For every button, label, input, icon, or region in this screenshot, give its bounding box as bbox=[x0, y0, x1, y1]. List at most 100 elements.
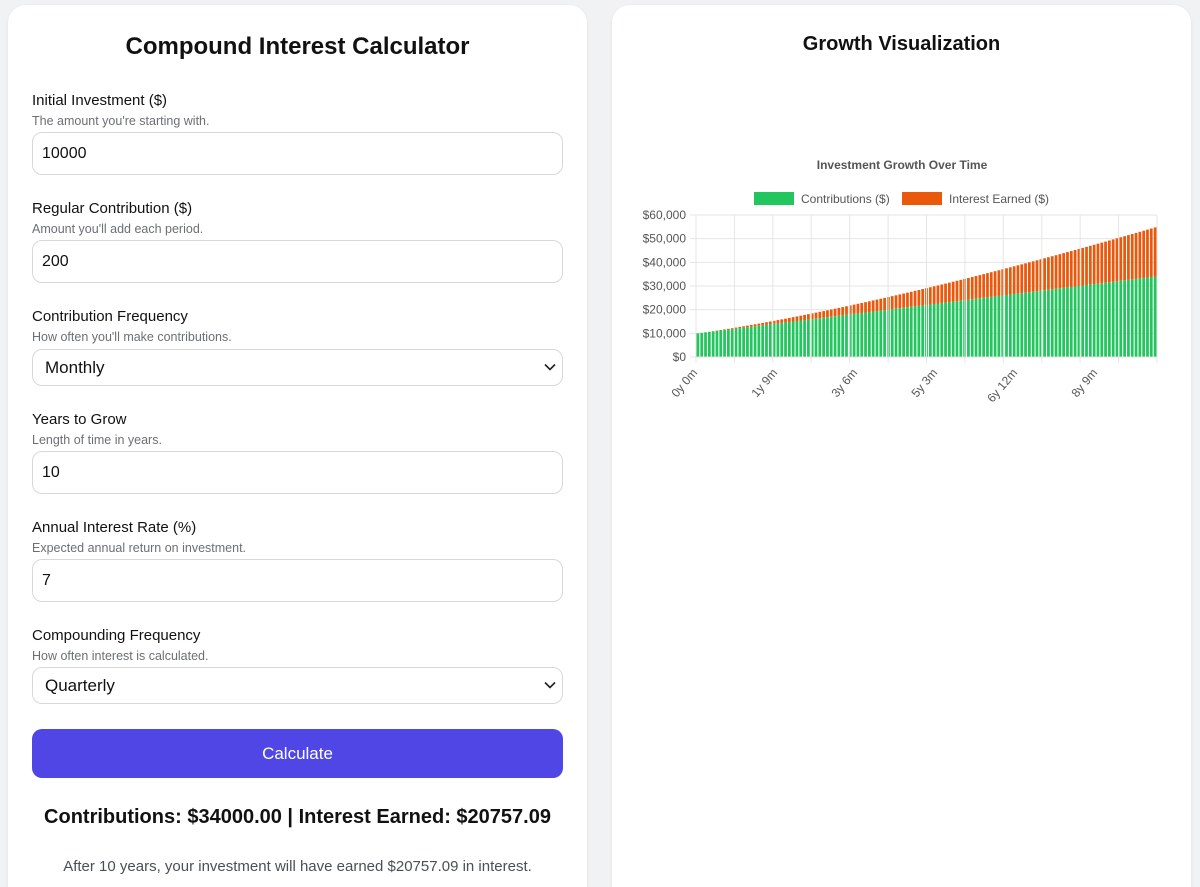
bar-contributions bbox=[940, 303, 944, 357]
bar-interest bbox=[753, 324, 757, 327]
bar-interest bbox=[1047, 257, 1050, 290]
x-tick-label: 8y 9m bbox=[1069, 366, 1101, 400]
regular-contribution-input[interactable]: 200 bbox=[32, 240, 563, 283]
bar-interest bbox=[837, 307, 841, 316]
bar-interest bbox=[814, 312, 818, 319]
bar-contributions bbox=[1005, 294, 1008, 357]
bar-interest bbox=[989, 272, 993, 297]
bar-interest bbox=[852, 304, 856, 314]
bar-interest bbox=[734, 327, 738, 329]
bar-contributions bbox=[875, 311, 879, 357]
bar-interest bbox=[822, 311, 826, 318]
bar-contributions bbox=[1016, 293, 1020, 357]
bar-contributions bbox=[1077, 286, 1081, 357]
bar-interest bbox=[1066, 252, 1069, 288]
bar-interest bbox=[909, 291, 913, 307]
compounding-frequency-group: Compounding Frequency How often interest… bbox=[32, 627, 563, 704]
bar-interest bbox=[1085, 246, 1088, 286]
y-tick-label: $60,000 bbox=[643, 208, 687, 222]
bar-contributions bbox=[1027, 292, 1031, 357]
bar-contributions bbox=[1081, 285, 1085, 357]
initial-investment-label: Initial Investment ($) bbox=[32, 92, 168, 109]
bar-interest bbox=[1020, 264, 1024, 294]
initial-investment-input[interactable]: 10000 bbox=[32, 132, 563, 175]
bar-contributions bbox=[978, 298, 982, 357]
bar-contributions bbox=[955, 301, 959, 357]
bar-interest bbox=[1153, 227, 1157, 277]
bar-interest bbox=[928, 287, 932, 305]
bar-contributions bbox=[810, 319, 814, 357]
regular-contribution-label: Regular Contribution ($) bbox=[32, 200, 193, 217]
y-tick-label: $30,000 bbox=[643, 279, 687, 293]
bar-interest bbox=[1130, 234, 1134, 280]
bar-interest bbox=[898, 294, 902, 309]
bar-contributions bbox=[879, 310, 883, 357]
bar-contributions bbox=[867, 312, 871, 357]
initial-investment-help: The amount you're starting with. bbox=[32, 114, 210, 128]
bar-interest bbox=[807, 314, 810, 320]
interest-rate-help: Expected annual return on investment. bbox=[32, 541, 247, 555]
bar-interest bbox=[841, 307, 845, 316]
bar-interest bbox=[1035, 260, 1039, 292]
bar-contributions bbox=[1146, 277, 1149, 357]
bar-contributions bbox=[795, 321, 799, 357]
interest-rate-input[interactable]: 7 bbox=[32, 559, 563, 602]
bar-interest bbox=[730, 328, 734, 330]
bar-interest bbox=[993, 271, 997, 297]
years-input[interactable]: 10 bbox=[32, 451, 563, 494]
bar-contributions bbox=[719, 330, 723, 357]
bar-contributions bbox=[852, 313, 856, 357]
bar-interest bbox=[803, 314, 806, 321]
compounding-frequency-select[interactable]: Quarterly bbox=[32, 667, 563, 704]
compounding-frequency-label: Compounding Frequency bbox=[32, 627, 201, 644]
bar-interest bbox=[776, 320, 780, 324]
bar-contributions bbox=[1111, 281, 1115, 357]
bar-interest bbox=[921, 289, 925, 306]
bar-contributions bbox=[700, 332, 704, 357]
results-detail: After 10 years, your investment will hav… bbox=[63, 858, 532, 875]
contribution-frequency-select[interactable]: Monthly bbox=[32, 349, 563, 386]
bar-contributions bbox=[1062, 287, 1066, 357]
bar-contributions bbox=[761, 325, 765, 357]
bar-contributions bbox=[734, 328, 738, 357]
bar-contributions bbox=[1138, 278, 1142, 357]
y-tick-label: $40,000 bbox=[643, 255, 687, 269]
bar-interest bbox=[1146, 229, 1149, 278]
bar-contributions bbox=[738, 328, 742, 357]
bar-contributions bbox=[814, 318, 818, 357]
growth-chart: Investment Growth Over Time Contributions… bbox=[643, 158, 1158, 405]
bar-contributions bbox=[936, 303, 940, 357]
bar-contributions bbox=[727, 329, 730, 357]
bar-interest bbox=[1024, 263, 1027, 293]
bar-interest bbox=[1138, 231, 1142, 279]
bar-interest bbox=[829, 309, 833, 317]
bar-interest bbox=[951, 281, 955, 302]
bar-interest bbox=[947, 282, 951, 303]
bar-interest bbox=[810, 313, 814, 320]
bar-interest bbox=[1108, 240, 1111, 283]
bar-interest bbox=[982, 274, 986, 298]
bar-interest bbox=[902, 293, 906, 308]
bar-contributions bbox=[848, 314, 852, 357]
bar-contributions bbox=[845, 314, 848, 357]
bar-contributions bbox=[993, 296, 997, 357]
bar-contributions bbox=[826, 317, 829, 357]
bar-contributions bbox=[1073, 286, 1077, 357]
bar-interest bbox=[848, 305, 852, 315]
bar-contributions bbox=[909, 306, 913, 357]
bar-interest bbox=[738, 326, 742, 329]
bar-interest bbox=[913, 290, 917, 307]
regular-contribution-group: Regular Contribution ($) Amount you'll a… bbox=[32, 200, 563, 283]
legend-label-1: Interest Earned ($) bbox=[949, 192, 1049, 206]
calculate-button[interactable]: Calculate bbox=[32, 729, 563, 778]
y-tick-label: $0 bbox=[673, 350, 687, 364]
bar-contributions bbox=[1127, 279, 1130, 357]
visualization-panel: Growth Visualization Investment Growth O… bbox=[612, 5, 1191, 887]
bar-contributions bbox=[974, 298, 978, 357]
bar-interest bbox=[856, 303, 860, 314]
bar-contributions bbox=[1123, 280, 1126, 357]
bar-interest bbox=[826, 310, 829, 318]
bar-interest bbox=[871, 300, 875, 312]
bar-interest bbox=[1050, 256, 1054, 290]
bar-contributions bbox=[997, 295, 1001, 357]
